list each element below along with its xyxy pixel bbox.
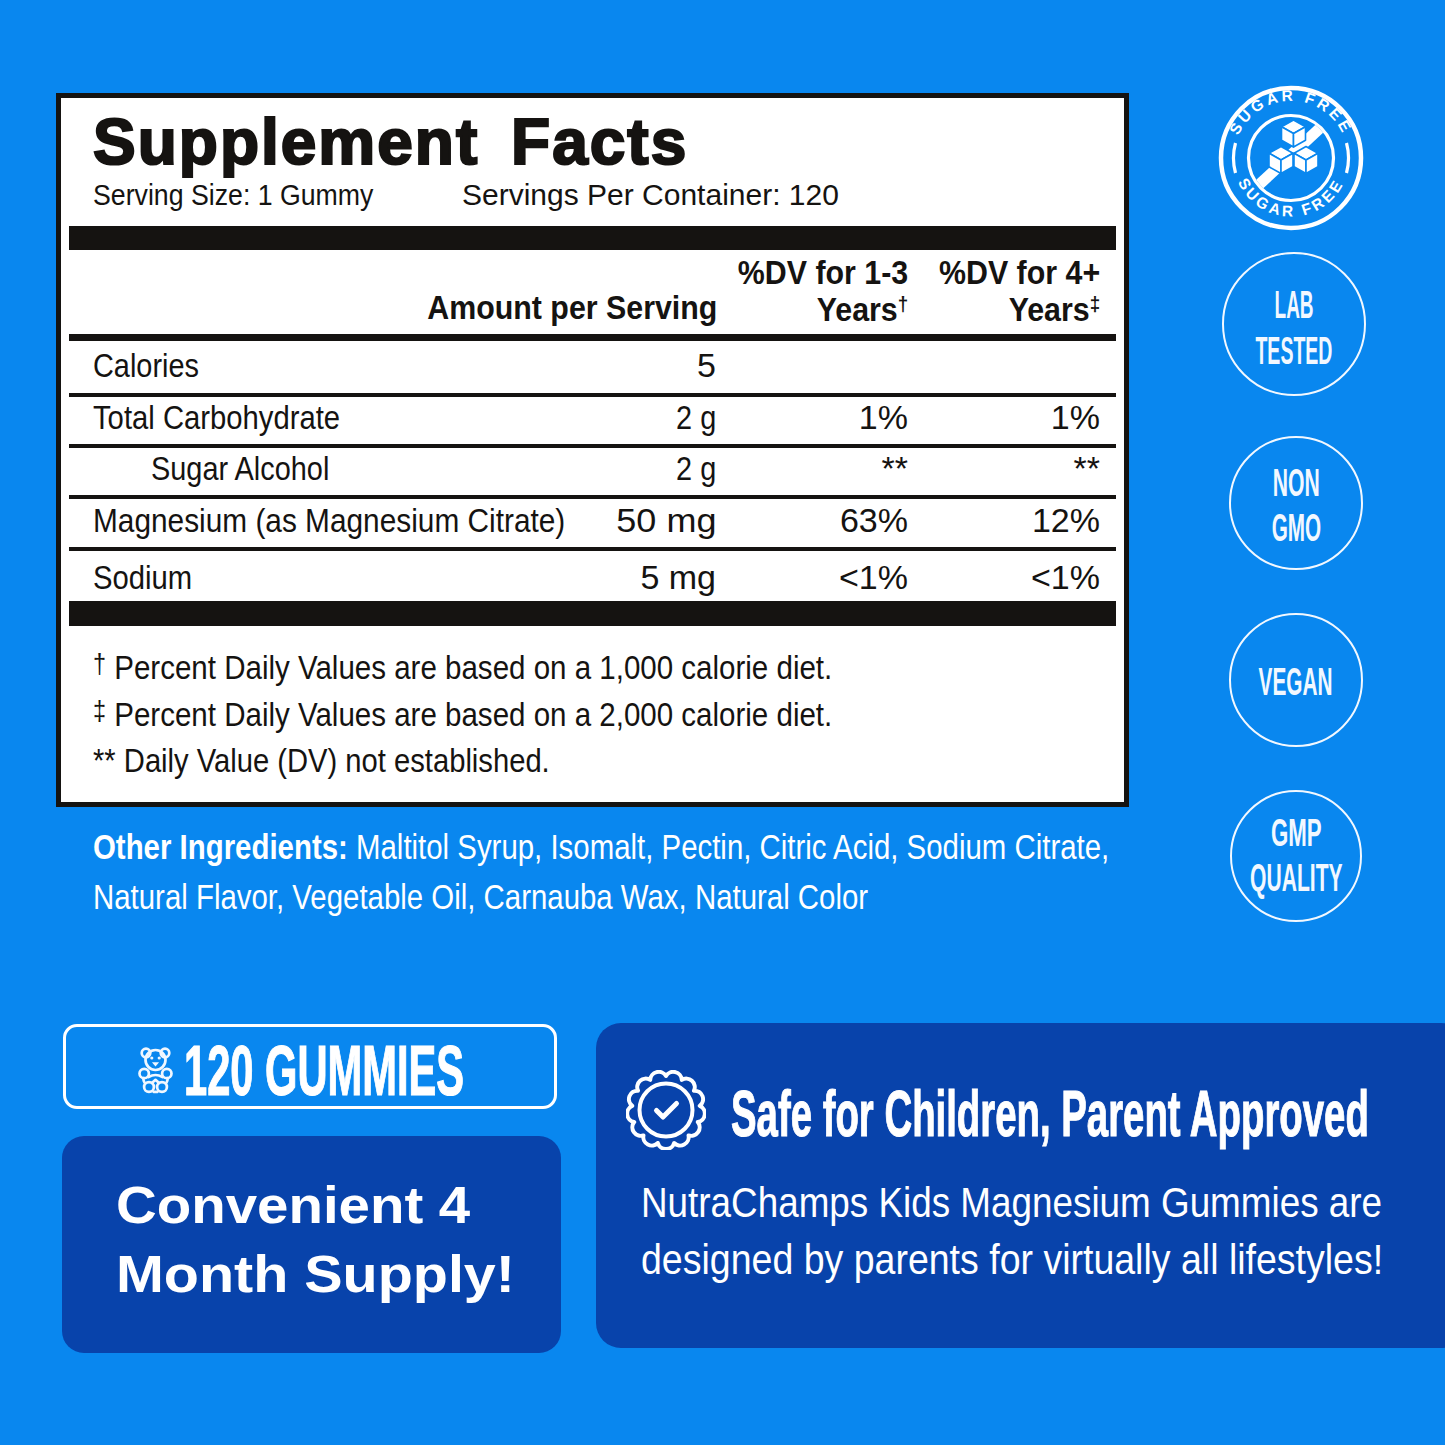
svg-text:SUGAR FREE: SUGAR FREE: [1235, 175, 1347, 220]
